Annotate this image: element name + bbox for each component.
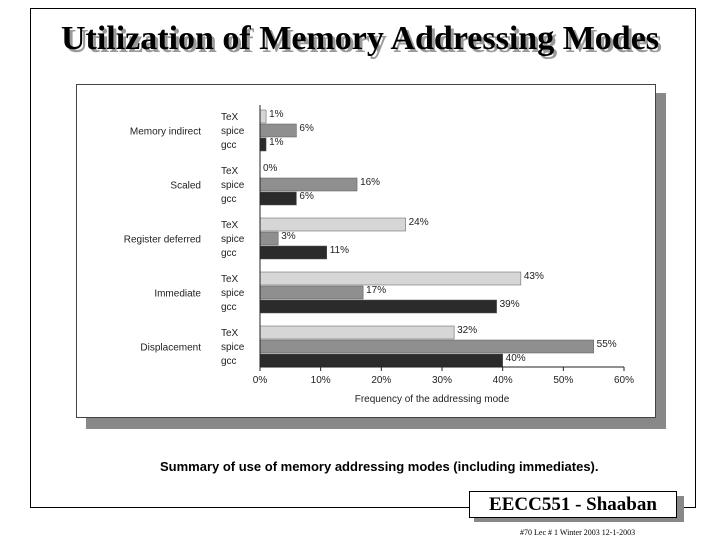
data-label: 11%: [330, 245, 349, 256]
bar: [259, 217, 406, 232]
x-tick-label: 20%: [371, 375, 391, 386]
chart-caption: Summary of use of memory addressing mode…: [160, 459, 599, 474]
x-axis-title: Frequency of the addressing mode: [355, 394, 510, 405]
data-label: 39%: [500, 299, 520, 310]
data-label: 32%: [457, 325, 477, 336]
series-label: TeX: [221, 274, 239, 285]
series-label: TeX: [221, 112, 239, 123]
data-label: 3%: [281, 231, 296, 242]
series-label: spice: [221, 126, 245, 137]
bar: [259, 137, 267, 152]
series-label: TeX: [221, 220, 239, 231]
bar: [259, 299, 497, 314]
data-label: 0%: [263, 163, 278, 174]
bar: [259, 245, 327, 260]
x-tick-label: 10%: [311, 375, 331, 386]
bar: [259, 177, 358, 192]
category-label: Immediate: [154, 289, 201, 300]
footer-badge: EECC551 - Shaaban: [469, 491, 677, 518]
series-label: spice: [221, 180, 245, 191]
category-label: Memory indirect: [130, 127, 201, 138]
x-tick-label: 0%: [253, 375, 268, 386]
series-label: TeX: [221, 328, 239, 339]
bar-chart: Memory indirect TeX 1% spice 6% gcc 1% Scaled Te…: [124, 105, 634, 405]
series-label: gcc: [221, 248, 237, 259]
data-label: 6%: [299, 123, 314, 134]
category-label: Register deferred: [124, 235, 201, 246]
bar: [259, 123, 297, 138]
series-label: gcc: [221, 140, 237, 151]
bar: [259, 271, 522, 286]
bar: [259, 339, 594, 354]
data-label: 24%: [409, 217, 429, 228]
data-label: 40%: [506, 353, 526, 364]
bar: [259, 353, 503, 368]
x-tick-label: 30%: [432, 375, 452, 386]
data-label: 16%: [360, 177, 380, 188]
bar: [259, 231, 279, 246]
slide-title: Utilization of Memory Addressing Modes: [60, 20, 660, 57]
series-label: TeX: [221, 166, 239, 177]
chart-panel: Memory indirect TeX 1% spice 6% gcc 1% Scaled Te…: [76, 84, 656, 418]
slide-frame: [30, 8, 696, 508]
series-label: spice: [221, 342, 245, 353]
x-tick-label: 40%: [493, 375, 513, 386]
bar: [259, 325, 455, 340]
footer-note: #70 Lec # 1 Winter 2003 12-1-2003: [520, 528, 636, 537]
x-tick-label: 60%: [614, 375, 634, 386]
bar: [259, 191, 297, 206]
data-label: 43%: [524, 271, 544, 282]
category-label: Displacement: [140, 343, 201, 354]
x-tick-label: 50%: [553, 375, 573, 386]
series-label: gcc: [221, 302, 237, 313]
data-label: 1%: [269, 137, 284, 148]
bar: [259, 109, 267, 124]
data-label: 55%: [597, 339, 617, 350]
series-label: spice: [221, 288, 245, 299]
data-label: 1%: [269, 109, 284, 120]
data-label: 17%: [366, 285, 386, 296]
category-label: Scaled: [170, 181, 201, 192]
series-label: gcc: [221, 194, 237, 205]
series-label: spice: [221, 234, 245, 245]
data-label: 6%: [299, 191, 314, 202]
bar: [259, 285, 364, 300]
series-label: gcc: [221, 356, 237, 367]
